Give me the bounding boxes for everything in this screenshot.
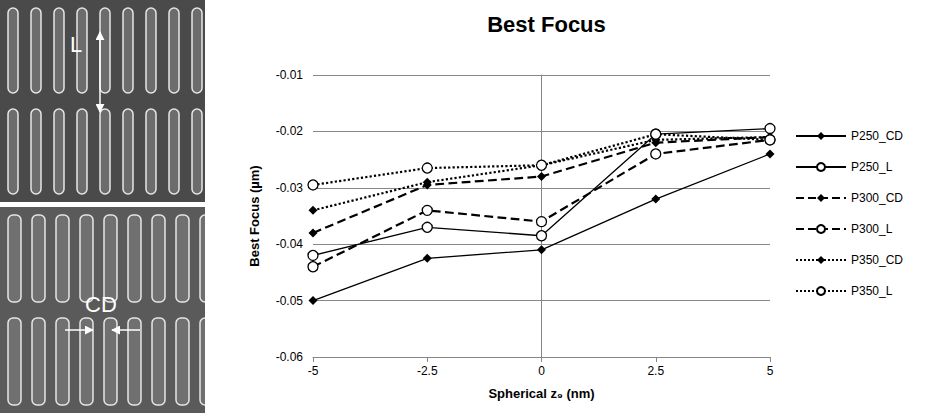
- svg-text:-0.06: -0.06: [276, 350, 304, 364]
- svg-text:P350_L: P350_L: [851, 284, 893, 298]
- svg-text:-0.02: -0.02: [276, 124, 304, 138]
- svg-text:P250_L: P250_L: [851, 160, 893, 174]
- svg-text:Best Focus: Best Focus: [487, 12, 606, 37]
- svg-text:-0.01: -0.01: [276, 68, 304, 82]
- svg-text:-5: -5: [308, 364, 319, 378]
- svg-text:Best Focus (µm): Best Focus (µm): [247, 165, 262, 266]
- svg-text:L: L: [70, 32, 82, 57]
- svg-text:2.5: 2.5: [647, 364, 664, 378]
- svg-text:P300_L: P300_L: [851, 222, 893, 236]
- svg-text:P300_CD: P300_CD: [851, 191, 903, 205]
- svg-text:-0.04: -0.04: [276, 237, 304, 251]
- svg-text:-0.05: -0.05: [276, 294, 304, 308]
- svg-text:Spherical z₉ (nm): Spherical z₉ (nm): [488, 386, 594, 401]
- svg-text:CD: CD: [85, 292, 117, 317]
- svg-text:P250_CD: P250_CD: [851, 129, 903, 143]
- svg-text:-2.5: -2.5: [417, 364, 438, 378]
- svg-text:-0.03: -0.03: [276, 181, 304, 195]
- svg-text:P350_CD: P350_CD: [851, 253, 903, 267]
- svg-text:5: 5: [767, 364, 774, 378]
- svg-text:0: 0: [538, 364, 545, 378]
